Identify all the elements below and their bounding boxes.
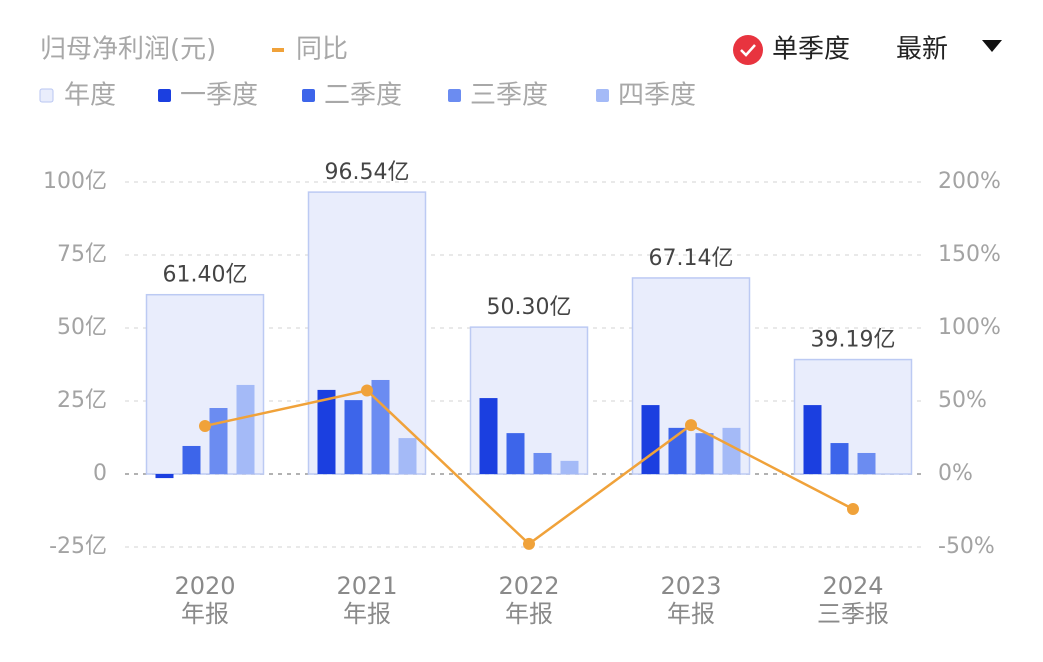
toggle-label[interactable]: 单季度: [772, 35, 850, 65]
x-tick-label: 年报: [181, 600, 229, 628]
y2-tick-label: 100%: [938, 315, 1001, 340]
quarter-bar: [236, 384, 255, 474]
y-tick-label: 50亿: [57, 315, 107, 340]
y-tick-label: 75亿: [57, 242, 107, 267]
legend-swatch: [39, 88, 54, 103]
yoy-point: [361, 384, 373, 397]
legend-label: 二季度: [324, 81, 402, 111]
quarter-bar: [830, 443, 849, 474]
legend-swatch: [448, 89, 461, 102]
legend-label: 同比: [296, 35, 348, 65]
yoy-point: [199, 419, 211, 432]
y-tick-label: -25亿: [49, 534, 107, 559]
y2-tick-label: 50%: [938, 388, 987, 413]
quarter-bar: [803, 405, 822, 474]
period-selector[interactable]: 最新: [896, 35, 948, 65]
legend-label: 一季度: [180, 81, 258, 111]
legend-label: 三季度: [470, 81, 548, 111]
value-label: 61.40亿: [163, 263, 248, 288]
toggle-icon[interactable]: [733, 35, 763, 65]
value-label: 96.54亿: [325, 160, 410, 185]
quarter-bar: [344, 400, 363, 474]
x-tick-label: 2022: [498, 572, 559, 600]
quarter-bar: [533, 452, 552, 474]
quarter-bar: [506, 433, 525, 474]
y2-tick-label: 150%: [938, 242, 1001, 267]
x-tick-label: 2020: [174, 572, 235, 600]
y-tick-label: 100亿: [43, 169, 107, 194]
y2-tick-label: -50%: [938, 534, 995, 559]
x-tick-label: 2023: [660, 572, 721, 600]
quarter-bar: [182, 445, 201, 474]
legend-swatch: [596, 89, 609, 102]
quarter-bar: [209, 408, 228, 474]
quarter-bar: [695, 433, 714, 474]
yoy-point: [523, 537, 535, 550]
quarter-bar: [857, 452, 876, 474]
quarter-bar: [722, 427, 741, 474]
x-tick-label: 2021: [336, 572, 397, 600]
x-tick-label: 年报: [505, 600, 553, 628]
value-label: 50.30亿: [487, 295, 572, 320]
x-tick-label: 年报: [343, 600, 391, 628]
quarter-bar: [479, 398, 498, 474]
yoy-point: [847, 503, 859, 516]
y2-tick-label: 0%: [938, 461, 973, 486]
x-tick-label: 年报: [667, 600, 715, 628]
quarter-bar: [155, 474, 174, 479]
legend-label: 年度: [64, 81, 116, 111]
quarter-bar: [560, 460, 579, 474]
yoy-point: [685, 419, 697, 432]
legend-swatch: [302, 89, 315, 102]
y2-tick-label: 200%: [938, 169, 1001, 194]
chart-title: 归母净利润(元): [40, 35, 216, 65]
y-tick-label: 25亿: [57, 388, 107, 413]
quarter-bar: [371, 379, 390, 474]
x-tick-label: 三季报: [817, 600, 889, 628]
value-label: 67.14亿: [649, 246, 734, 271]
quarter-bar: [398, 438, 417, 474]
legend-label: 四季度: [618, 81, 696, 111]
value-label: 39.19亿: [811, 328, 896, 353]
dropdown-arrow[interactable]: [982, 40, 1002, 52]
x-tick-label: 2024: [822, 572, 883, 600]
y-tick-label: 0: [93, 461, 107, 486]
legend-swatch: [158, 89, 171, 102]
quarter-bar: [641, 405, 660, 474]
quarter-bar: [317, 389, 336, 474]
check-mark: [740, 44, 756, 57]
